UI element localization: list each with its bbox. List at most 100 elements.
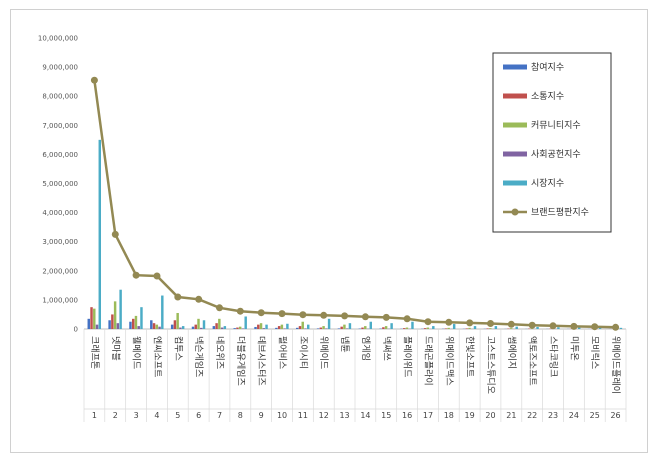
brand-index-point: [445, 318, 453, 326]
legend-swatch: [503, 93, 527, 99]
legend-box: [492, 52, 612, 233]
bar: [405, 327, 409, 329]
brand-index-point: [153, 272, 161, 280]
brand-index-point: [528, 321, 536, 329]
legend-label[interactable]: 사회공헌지수: [531, 149, 581, 160]
rank-label: 17: [423, 411, 433, 420]
legend-label[interactable]: 시장지수: [531, 178, 564, 189]
brand-index-point: [591, 323, 599, 331]
bar: [432, 326, 435, 329]
legend-label[interactable]: 커뮤니티지수: [531, 120, 581, 131]
category-label: 더블유게임즈: [235, 336, 247, 386]
category-label: 웰메이드: [131, 336, 142, 369]
rank-label: 2: [113, 411, 118, 420]
bar: [369, 321, 372, 329]
category-label: 컴투스: [172, 336, 184, 361]
y-tick-label: 6,000,000: [42, 151, 78, 159]
rank-label: 15: [381, 411, 391, 420]
bar: [215, 323, 218, 329]
rank-label: 16: [402, 411, 412, 420]
bar: [150, 320, 153, 329]
bar: [113, 301, 117, 329]
bar: [212, 326, 216, 329]
bar: [95, 324, 99, 329]
bar: [345, 328, 349, 329]
bar: [444, 328, 448, 329]
category-label: 드래곤플라이: [423, 336, 434, 386]
bar: [161, 295, 164, 329]
bar: [619, 327, 623, 329]
category-label: 엠게임: [360, 336, 372, 361]
brand-index-point: [612, 323, 620, 331]
rank-label: 14: [360, 411, 370, 420]
y-tick-label: 10,000,000: [38, 35, 78, 43]
bar: [382, 327, 385, 329]
bar: [489, 328, 492, 329]
bar: [316, 328, 320, 329]
y-tick-label: 0: [74, 326, 78, 334]
category-label: 엔씨소프트: [152, 336, 163, 377]
bar: [87, 318, 90, 329]
bar: [473, 326, 477, 329]
bar: [452, 324, 456, 329]
brand-index-point: [90, 76, 98, 84]
rank-label: 7: [217, 411, 222, 420]
bar: [364, 326, 367, 329]
legend-label[interactable]: 참여지수: [531, 61, 564, 73]
y-tick-label: 7,000,000: [42, 122, 78, 130]
bar: [200, 327, 203, 329]
bar: [296, 327, 299, 329]
bar: [176, 313, 179, 329]
brand-index-point: [174, 293, 182, 301]
bar: [390, 323, 393, 329]
rank-label: 8: [238, 411, 243, 420]
rank-label: 22: [527, 411, 537, 420]
bar: [218, 318, 221, 329]
bar: [536, 326, 539, 329]
rank-label: 19: [465, 411, 475, 420]
bar: [277, 326, 281, 329]
bar: [343, 324, 346, 329]
brand-index-point: [216, 304, 223, 312]
bar: [238, 326, 242, 329]
category-label: 크래프톤: [89, 336, 100, 369]
rank-label: 13: [339, 411, 349, 420]
legend-label[interactable]: 브랜드평판지수: [531, 207, 589, 218]
category-label: 고스트스튜디오: [485, 336, 496, 394]
y-tick-label: 8,000,000: [42, 93, 78, 101]
bar: [173, 320, 177, 329]
category-label: 넥슨게임즈: [193, 336, 205, 377]
category-label: 썸에이지: [506, 336, 517, 369]
bar: [233, 328, 236, 329]
bar: [275, 327, 278, 329]
bar: [340, 326, 343, 329]
bar: [108, 320, 111, 329]
bar: [447, 327, 450, 329]
brand-index-point: [424, 318, 432, 326]
bar: [384, 326, 388, 329]
rank-label: 10: [277, 411, 287, 420]
rank-label: 21: [506, 411, 516, 420]
bar: [241, 328, 245, 329]
bar: [301, 321, 304, 329]
legend-marker: [511, 208, 519, 216]
bar: [337, 328, 341, 329]
bar: [90, 307, 93, 329]
category-label: 넥써쓰: [381, 336, 392, 361]
category-label: 펄어비스: [277, 336, 289, 369]
y-tick-label: 5,000,000: [42, 180, 78, 188]
legend-label[interactable]: 소통지수: [531, 91, 564, 102]
bar: [134, 315, 138, 329]
category-label: 액토즈소프트: [527, 336, 539, 386]
y-tick-label: 2,000,000: [42, 267, 78, 275]
bar: [319, 327, 323, 329]
bar: [137, 326, 140, 329]
category-label: 넵튠: [339, 336, 350, 353]
category-label: 모비릭스: [589, 336, 601, 369]
bar: [259, 323, 263, 329]
bar: [509, 328, 513, 329]
brand-index-point: [466, 319, 474, 327]
bar: [298, 326, 302, 329]
brand-index-point: [132, 271, 140, 279]
